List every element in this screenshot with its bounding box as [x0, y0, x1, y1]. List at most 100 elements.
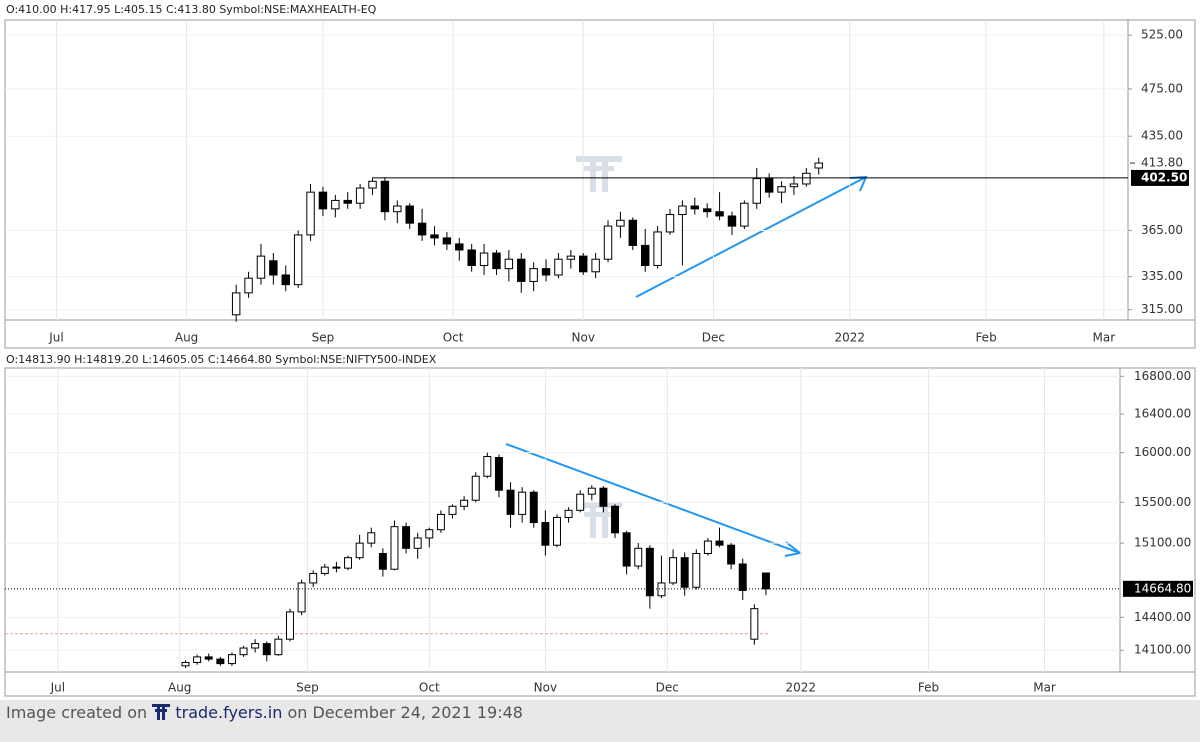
candle-body [599, 487, 608, 507]
panel-frame [4, 367, 1196, 697]
candle-body [344, 557, 353, 569]
candle-body [564, 509, 573, 518]
x-tick-label: Dec [656, 681, 679, 695]
candle-body [467, 249, 476, 266]
candle-body [591, 258, 600, 273]
x-tick-label: Feb [975, 331, 996, 345]
candle-body [368, 180, 377, 189]
y-tick-label: 14400.00 [1134, 610, 1191, 624]
y-tick-label: 15500.00 [1134, 495, 1191, 509]
x-tick-label: Oct [419, 681, 440, 695]
candle-body [529, 491, 538, 524]
candle-body [518, 491, 527, 515]
candle-body [390, 526, 399, 570]
candle-body [318, 191, 328, 210]
footer-text: on December 24, 2021 19:48 [287, 703, 523, 722]
candle-body [483, 456, 492, 477]
candle-body [320, 566, 329, 574]
y-tick-label: 15100.00 [1134, 536, 1191, 550]
candle-body [297, 582, 306, 613]
y-tick-label: 435.00 [1141, 129, 1183, 143]
candle-body [309, 572, 318, 584]
y-tick-label: 16400.00 [1134, 407, 1191, 421]
candle-body [529, 268, 538, 282]
y-tick-label: 16800.00 [1134, 369, 1191, 383]
candle-body [553, 516, 561, 546]
candle-body [274, 638, 283, 656]
x-tick-label: Sep [296, 681, 319, 695]
candle-body [471, 475, 480, 501]
candle-body [293, 234, 303, 286]
candle-body [678, 205, 687, 216]
candle-body [789, 183, 799, 188]
y-tick-label: 14100.00 [1134, 643, 1191, 657]
price-badge [1123, 580, 1193, 597]
candle-body [750, 608, 759, 640]
candle-body [566, 255, 576, 260]
candle-body [727, 215, 737, 227]
candle-body [355, 187, 365, 204]
last-price-label: 413.80 [1141, 156, 1183, 170]
chart-header: O:410.00 H:417.95 L:405.15 C:413.80 Symb… [6, 3, 377, 16]
x-tick-label: Jul [48, 331, 63, 345]
candle-body [504, 258, 514, 270]
candle-body [332, 566, 341, 569]
y-tick-label: 315.00 [1141, 302, 1183, 316]
candle-body [657, 582, 666, 597]
candle-body [367, 532, 376, 544]
panel-frame [4, 19, 1196, 349]
candle-body [455, 243, 464, 251]
x-tick-label: 2022 [785, 681, 816, 695]
candle-body [193, 656, 202, 663]
candle-body [262, 643, 271, 656]
candle-body [425, 529, 434, 539]
x-tick-label: Jul [50, 681, 65, 695]
candle-body [740, 202, 749, 227]
candle-body [331, 199, 340, 210]
candle-body [576, 493, 585, 511]
candle-body [239, 647, 248, 656]
candle-body [727, 544, 736, 565]
candle-body [413, 537, 422, 549]
x-tick-label: Oct [443, 331, 464, 345]
candle-body [430, 234, 439, 239]
x-tick-label: Nov [572, 331, 595, 345]
candle-body [517, 258, 526, 282]
x-tick-label: Feb [918, 681, 939, 695]
candle-body [715, 540, 724, 546]
candle-body [814, 162, 823, 169]
candle-body [777, 186, 786, 193]
candle-body [281, 274, 290, 286]
candle-body [738, 563, 747, 591]
candle-body [764, 178, 774, 193]
candle-body [761, 572, 770, 590]
background [0, 0, 1200, 700]
candle-body [802, 172, 811, 185]
candle-body [417, 222, 427, 236]
candle-body [622, 532, 631, 567]
x-tick-label: Sep [312, 331, 335, 345]
candle-body [587, 487, 596, 495]
level-label: 402.50 [1141, 170, 1187, 184]
candle-body [494, 457, 503, 491]
candle-body [752, 178, 761, 204]
candle-body [692, 553, 701, 588]
candle-body [244, 277, 253, 294]
candle-body [286, 611, 294, 640]
x-tick-label: Nov [534, 681, 557, 695]
candle-body [436, 513, 445, 531]
candle-body [343, 199, 352, 204]
candle-body [665, 214, 675, 233]
candle-body [554, 258, 563, 276]
candle-body [306, 191, 315, 236]
candle-body [603, 225, 613, 260]
candle-body [690, 205, 700, 210]
candle-body [251, 643, 260, 649]
x-tick-label: Mar [1033, 681, 1056, 695]
footer: Image created on trade.fyers.in on Decem… [0, 700, 1200, 742]
y-tick-label: 365.00 [1141, 223, 1183, 237]
footer-link: trade.fyers.in [175, 703, 283, 722]
candle-body [227, 654, 236, 665]
candle-body [460, 499, 469, 507]
